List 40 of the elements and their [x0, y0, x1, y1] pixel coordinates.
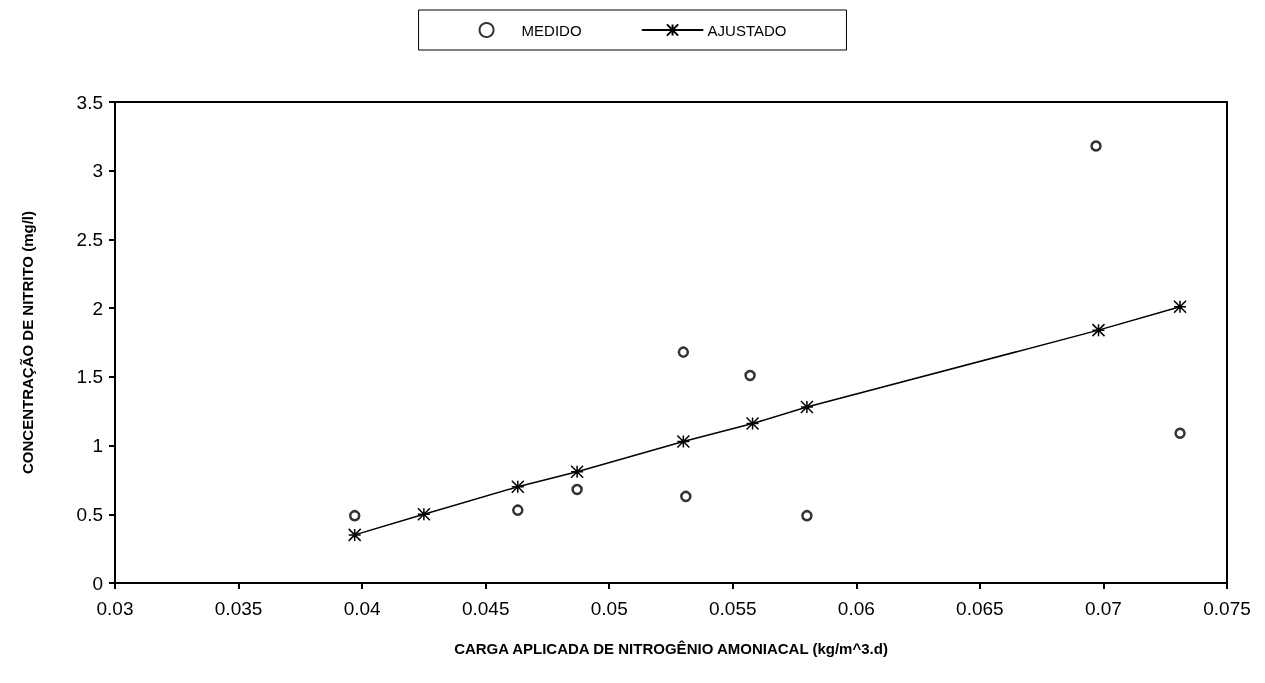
x-tick-label: 0.06 [837, 598, 875, 619]
point [571, 483, 583, 496]
x-axis-title: CARGA APLICADA DE NITROGÊNIO AMONIACAL (kg/m^3.d) [454, 640, 888, 657]
point [1090, 140, 1102, 152]
point [680, 490, 692, 503]
x-tick-label: 0.07 [1084, 598, 1122, 619]
point [1173, 300, 1187, 314]
y-tick-label: 3 [92, 160, 103, 182]
y-tick-label: 2.5 [76, 228, 103, 250]
y-tick-label: 1.5 [76, 366, 103, 388]
point [745, 416, 760, 431]
point [570, 464, 584, 479]
x-tick-label: 0.065 [956, 598, 1004, 619]
y-tick-label: 1 [92, 435, 103, 457]
legend-label: MEDIDO [521, 21, 582, 39]
x-tick-label: 0.055 [709, 598, 757, 619]
x-tick-label: 0.03 [96, 598, 134, 619]
point [676, 434, 691, 449]
x-tick-label: 0.035 [214, 598, 263, 619]
point [348, 509, 361, 522]
point [800, 400, 814, 414]
x-tick-label: 0.05 [590, 598, 628, 619]
y-tick-label: 0 [92, 572, 103, 594]
x-tick-label: 0.075 [1203, 598, 1251, 619]
point [744, 369, 756, 382]
legend-label: AJUSTADO [707, 21, 787, 39]
point [677, 346, 690, 358]
point [417, 507, 431, 522]
y-tick-label: 3.5 [76, 91, 103, 113]
x-tick-label: 0.04 [343, 598, 382, 619]
point [347, 528, 362, 542]
point [1091, 323, 1106, 337]
point [1174, 427, 1186, 439]
y-axis-title: CONCENTRAÇÃO DE NITRITO (mg/l) [19, 210, 36, 475]
y-tick-label: 2 [92, 297, 103, 319]
point [801, 509, 813, 522]
point [511, 480, 525, 494]
point [512, 504, 524, 516]
x-tick-label: 0.045 [461, 598, 510, 619]
y-tick-label: 0.5 [76, 503, 103, 525]
